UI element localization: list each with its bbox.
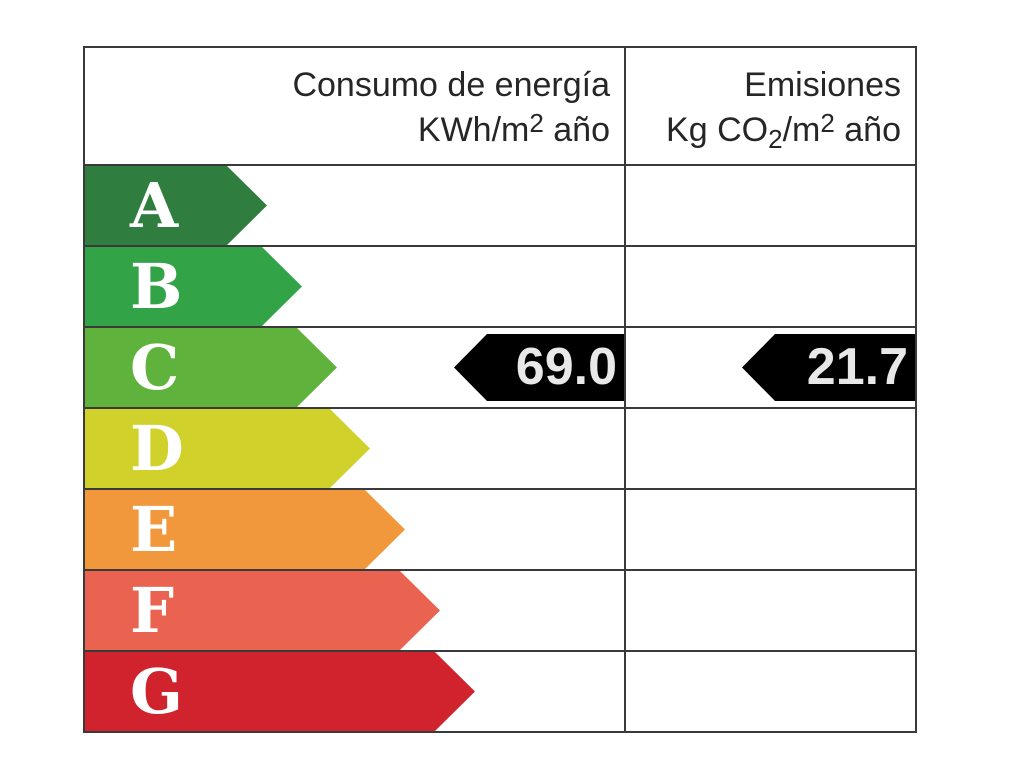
rating-letter-c: C xyxy=(130,331,180,404)
rating-letter-b: B xyxy=(130,250,183,323)
rating-arrow-e: E xyxy=(85,490,405,569)
rating-arrow-d: D xyxy=(85,409,370,488)
rating-row-g: G xyxy=(85,650,915,731)
consumption-header-line2: KWh/m2 año xyxy=(85,108,610,155)
consumption-value-indicator: 69.0 xyxy=(454,334,624,401)
rating-row-d: D xyxy=(85,407,915,488)
rating-arrow-b: B xyxy=(85,247,302,326)
rating-arrow-a: A xyxy=(85,166,267,245)
emissions-title: Emisiones xyxy=(744,66,901,104)
consumption-unit-suffix: año xyxy=(543,111,610,149)
emissions-header-line1: Emisiones xyxy=(626,63,901,108)
consumption-unit-exponent: 2 xyxy=(529,108,544,138)
consumption-title: Consumo de energía xyxy=(292,66,610,104)
rating-arrow-c: C xyxy=(85,328,337,407)
consumption-header-line1: Consumo de energía xyxy=(85,63,610,108)
rating-row-a: A xyxy=(85,164,915,245)
rating-arrow-g: G xyxy=(85,652,475,731)
emissions-header-line2: Kg CO2/m2 año xyxy=(626,108,901,155)
rating-letter-e: E xyxy=(130,493,178,566)
rating-table: Consumo de energía KWh/m2 año Emisiones … xyxy=(83,46,917,733)
consumption-value: 69.0 xyxy=(515,338,617,396)
consumption-column-header: Consumo de energía KWh/m2 año xyxy=(85,48,626,164)
rating-letter-d: D xyxy=(130,412,184,485)
consumption-unit: KWh/m xyxy=(417,111,530,149)
rating-row-f: F xyxy=(85,569,915,650)
rating-row-e: E xyxy=(85,488,915,569)
table-header: Consumo de energía KWh/m2 año Emisiones … xyxy=(85,48,915,164)
emissions-unit-mid: /m xyxy=(782,111,821,149)
emissions-value-indicator: 21.7 xyxy=(742,334,915,401)
emissions-column-header: Emisiones Kg CO2/m2 año xyxy=(626,48,915,164)
rating-row-c: C 69.0 21.7 xyxy=(85,326,915,407)
emissions-unit: Kg CO xyxy=(666,111,769,149)
rating-letter-f: F xyxy=(130,574,175,647)
rating-row-b: B xyxy=(85,245,915,326)
rating-letter-a: A xyxy=(130,169,179,242)
emissions-unit-subscript: 2 xyxy=(768,124,783,154)
rating-letter-g: G xyxy=(130,655,183,728)
emissions-value: 21.7 xyxy=(806,338,908,396)
emissions-unit-exponent: 2 xyxy=(820,108,835,138)
emissions-unit-suffix: año xyxy=(834,111,901,149)
rating-arrow-f: F xyxy=(85,571,440,650)
